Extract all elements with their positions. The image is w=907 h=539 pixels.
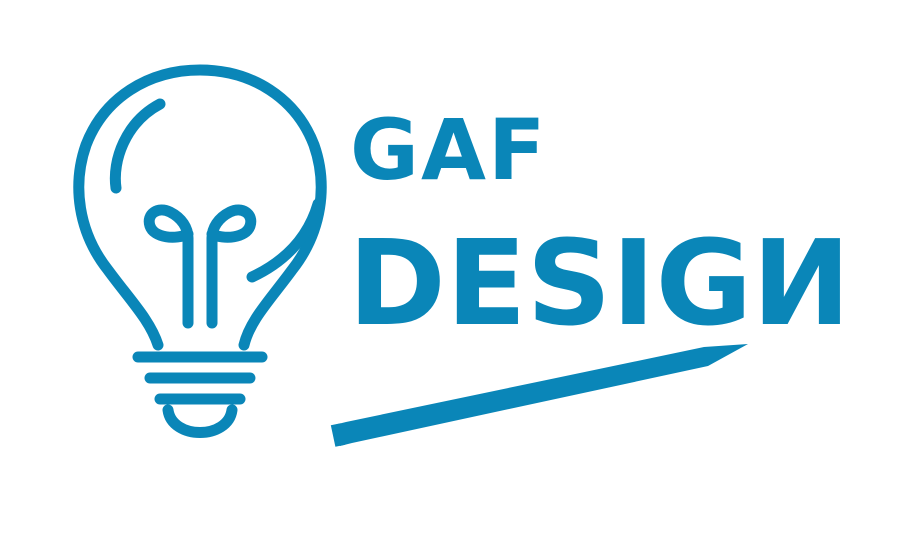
pencil-icon (330, 344, 748, 447)
lightbulb-icon (73, 64, 327, 438)
brand-design-main: DESIG (348, 214, 753, 352)
brand-design-mirrored-n: N (752, 214, 852, 352)
brand-line-design: DESIGN (348, 214, 852, 352)
brand-line-gaf: GAF (350, 101, 548, 199)
